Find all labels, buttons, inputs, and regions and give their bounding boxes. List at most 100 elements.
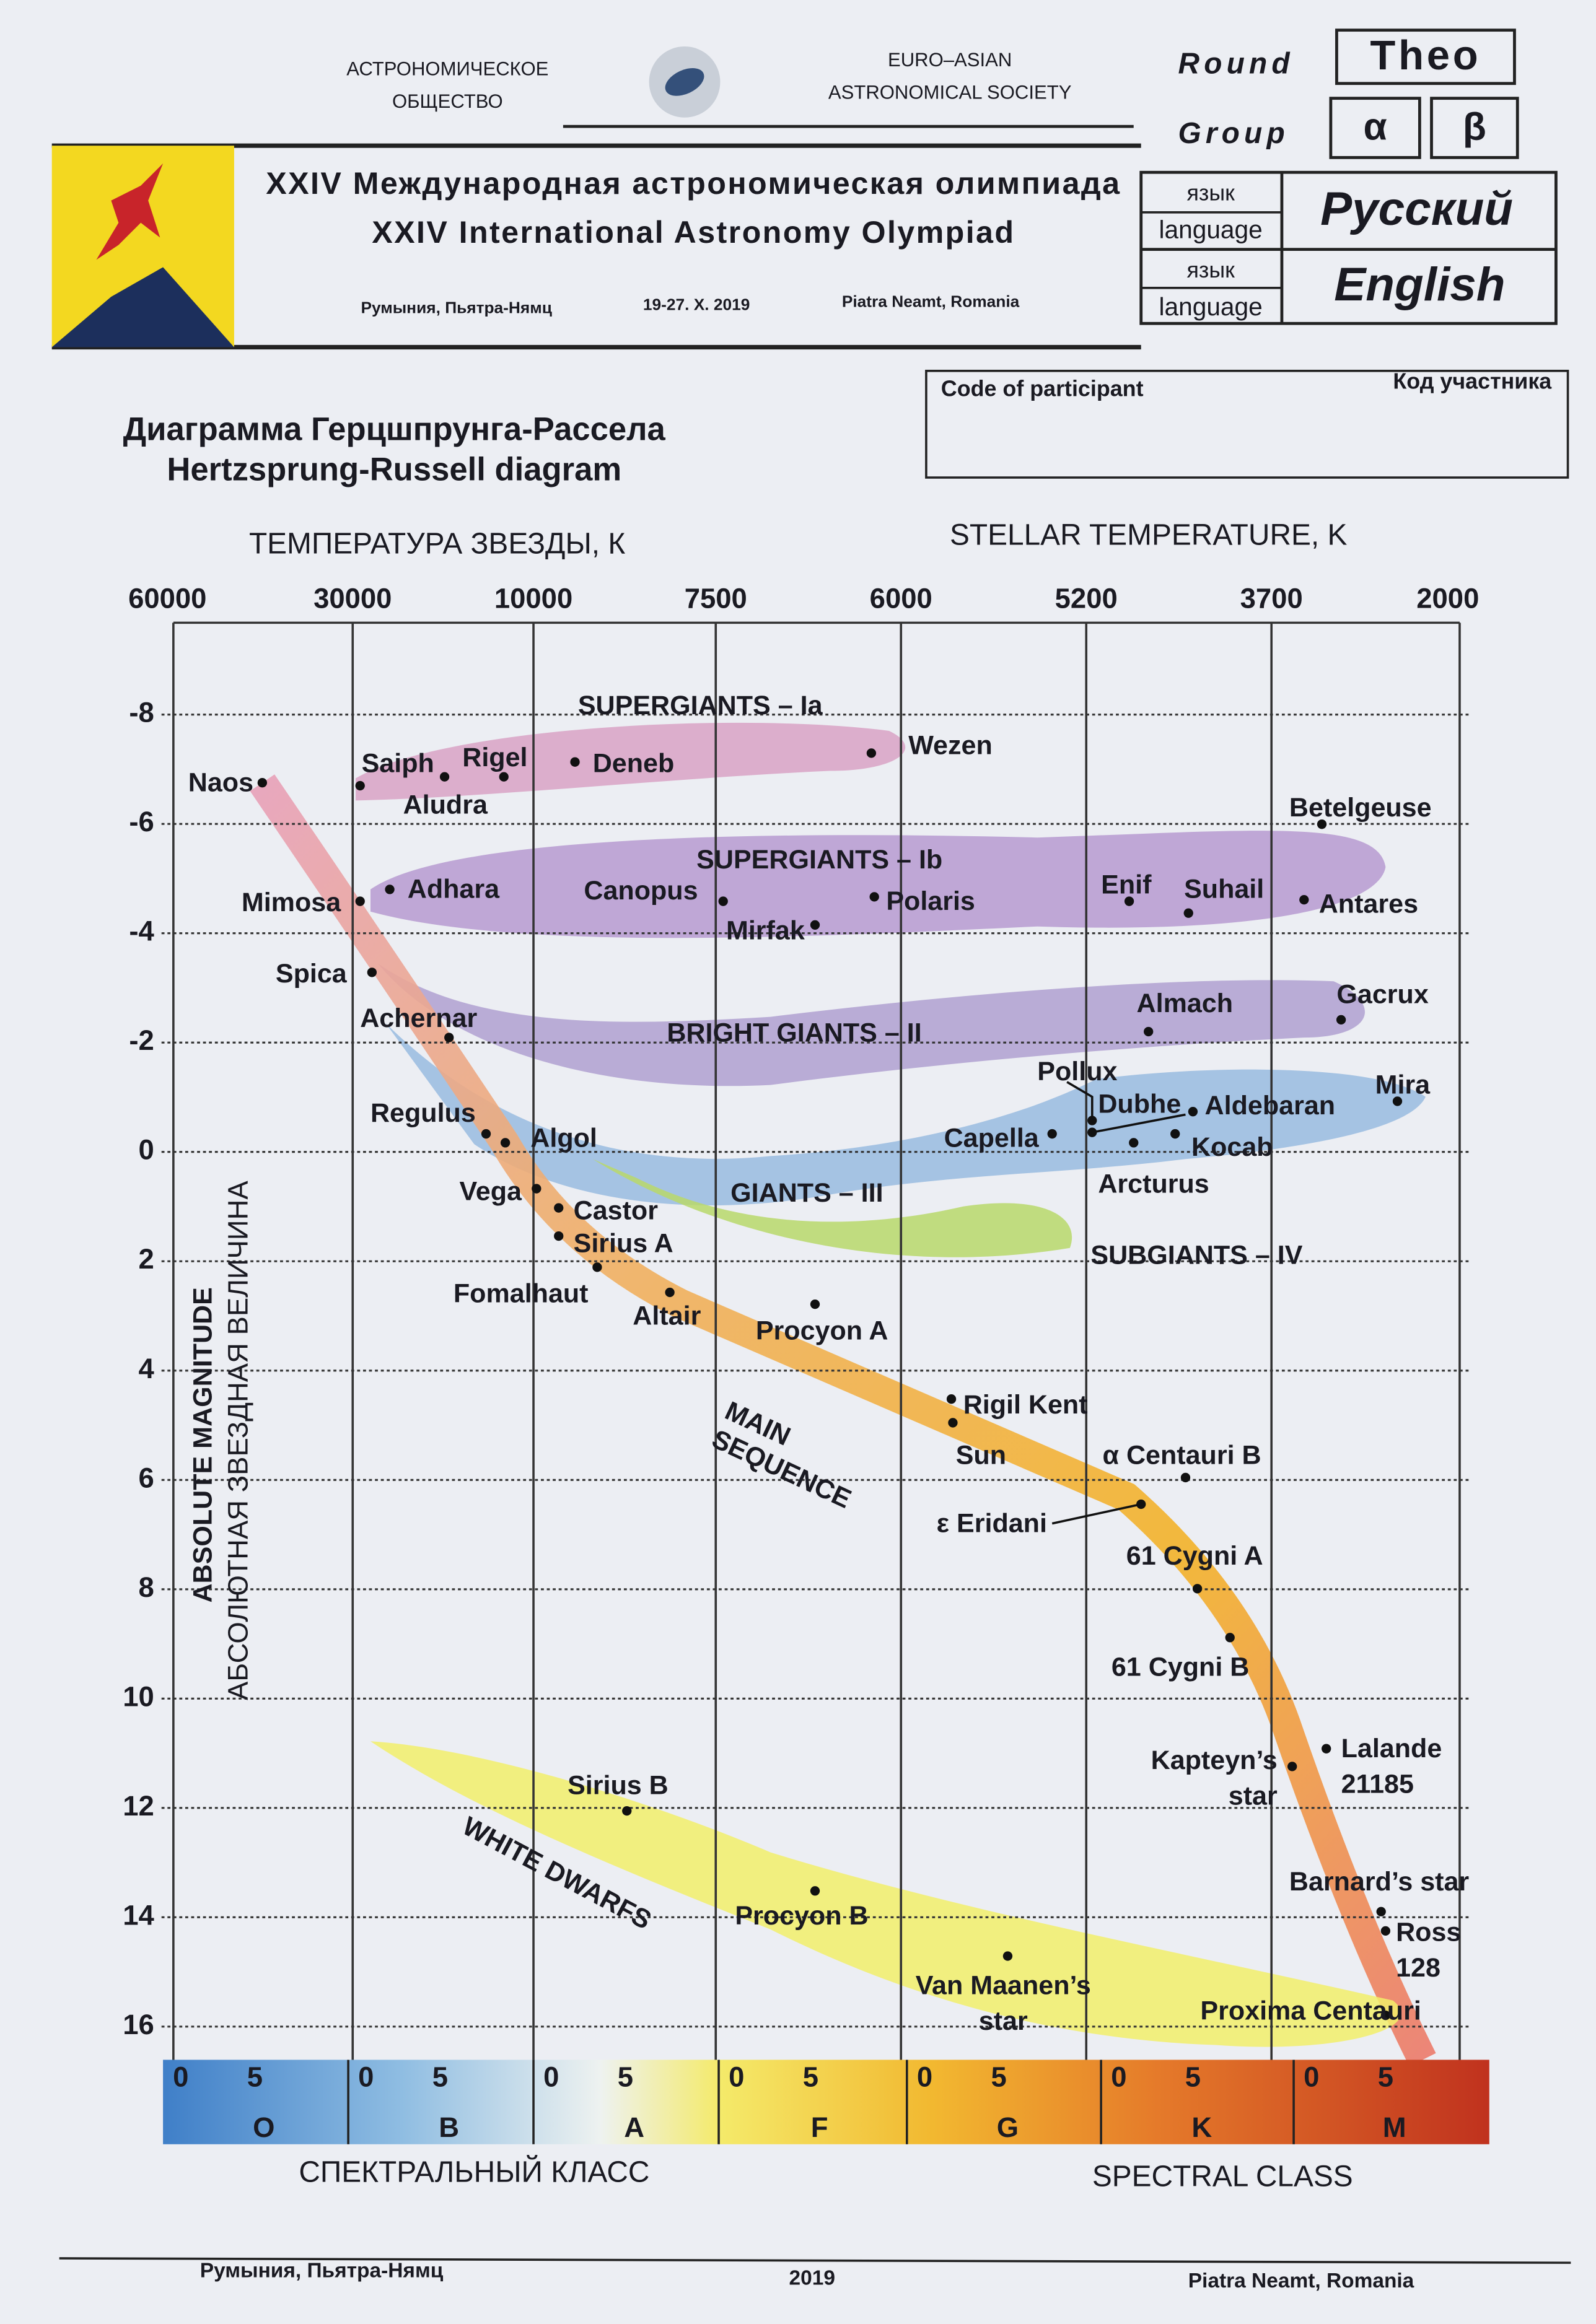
spectral-subclass: 5	[991, 2061, 1006, 2093]
star-dot	[257, 778, 268, 788]
star-dot	[554, 1231, 564, 1241]
star-label: Barnard’s star	[1289, 1867, 1470, 1897]
temperature-label: 5200	[1055, 582, 1118, 614]
axis-title: СПЕКТРАЛЬНЫЙ КЛАСС	[299, 2154, 649, 2188]
star-label: Achernar	[360, 1003, 477, 1033]
star-dot	[554, 1203, 564, 1213]
language-label: language	[1159, 292, 1262, 321]
temperature-label: 2000	[1416, 582, 1479, 614]
star-label: Procyon B	[735, 1901, 868, 1931]
star-label: Adhara	[408, 875, 500, 904]
star-dot	[1380, 1926, 1391, 1936]
spectral-subclass: 0	[917, 2061, 932, 2093]
star-label: Van Maanen’s	[916, 1971, 1091, 2001]
star-label: Enif	[1101, 870, 1152, 899]
regions	[250, 722, 1436, 2067]
dates: 19-27. X. 2019	[643, 295, 750, 313]
star-dot	[1188, 1107, 1198, 1117]
magnitude-label: 8	[138, 1571, 154, 1603]
society-en: EURO–ASIAN	[888, 49, 1012, 71]
spectral-class: B	[439, 2112, 459, 2143]
star-label: 61 Cygni B	[1112, 1652, 1249, 1682]
star-dot	[1322, 1744, 1331, 1754]
magnitude-label: -2	[129, 1024, 154, 1056]
society-en: ASTRONOMICAL SOCIETY	[828, 82, 1072, 103]
pointer	[1066, 1081, 1094, 1121]
place-en: Piatra Neamt, Romania	[842, 292, 1020, 311]
star-label: ε Eridani	[937, 1508, 1047, 1538]
star-dot	[1392, 1096, 1403, 1106]
star-label: Gacrux	[1336, 979, 1428, 1009]
footer-year: 2019	[789, 2266, 835, 2289]
group-value: α	[1364, 105, 1387, 148]
region-label: GIANTS – III	[730, 1178, 883, 1208]
language-value: Русский	[1320, 183, 1513, 235]
star-dot	[1192, 1584, 1203, 1594]
star-label: Capella	[944, 1123, 1040, 1153]
title-en: XXIV International Astronomy Olympiad	[372, 215, 1015, 250]
band-giants-green	[592, 1159, 1072, 1257]
logo-mountain	[51, 267, 234, 347]
band-bright-giants	[377, 963, 1365, 1086]
star-dot	[1317, 819, 1327, 829]
language-label: language	[1159, 216, 1262, 244]
star-dot	[1170, 1129, 1180, 1139]
star-label: Procyon A	[756, 1316, 888, 1345]
spectral-subclass: 5	[432, 2061, 448, 2093]
star-dot	[1087, 1127, 1097, 1137]
star-dot	[1376, 1907, 1386, 1916]
star-label: Arcturus	[1098, 1169, 1209, 1199]
region-label: SUBGIANTS – IV	[1090, 1240, 1302, 1270]
star-dot	[1180, 1472, 1191, 1483]
star-label: 61 Cygni A	[1126, 1541, 1263, 1571]
star-label: α Centauri B	[1103, 1440, 1261, 1470]
star-dot	[869, 892, 879, 902]
star-label: Algol	[530, 1123, 597, 1153]
star-label: Naos	[188, 767, 253, 797]
language-label: язык	[1186, 181, 1235, 206]
star-label: Polaris	[886, 886, 975, 916]
spectral-subclass: 0	[358, 2061, 374, 2093]
round-label: Round	[1178, 48, 1294, 81]
grid: 60000 30000 10000 7500 6000 5200 3700 2000-8-6-…	[123, 582, 1489, 2144]
region-label: SUPERGIANTS – Ib	[696, 845, 942, 875]
axis-title: ТЕМПЕРАТУРА ЗВЕЗДЫ, К	[249, 528, 625, 561]
star-dot	[500, 1138, 511, 1148]
star-label: Aludra	[403, 790, 488, 819]
star-label: Sirius B	[568, 1771, 669, 1801]
star-dot	[1225, 1633, 1235, 1643]
star-dot	[718, 896, 728, 906]
star-dot	[355, 896, 365, 906]
magnitude-label: 2	[138, 1243, 154, 1275]
star-dot	[946, 1394, 957, 1404]
star-label: 21185	[1341, 1769, 1414, 1799]
footer-place-ru: Румыния, Пьятра-Нямц	[200, 2259, 444, 2282]
temperature-label: 30000	[314, 582, 392, 614]
place-ru: Румыния, Пьятра-Нямц	[361, 298, 551, 317]
spectral-class: O	[253, 2112, 274, 2143]
star-label: star	[1229, 1781, 1278, 1811]
star-label: Sun	[956, 1440, 1006, 1470]
star-label: Ross	[1396, 1918, 1461, 1947]
axis-title: АБСОЛЮТНАЯ ЗВЕЗДНАЯ ВЕЛИЧИНА	[222, 1181, 253, 1700]
star-dot	[1380, 2011, 1391, 2020]
spectral-subclass: 0	[1111, 2061, 1126, 2093]
star-label: Deneb	[593, 748, 675, 778]
axis-title: ABSOLUTE MAGNITUDE	[188, 1287, 217, 1602]
temperature-label: 60000	[128, 582, 206, 614]
star-label: Aldebaran	[1205, 1091, 1336, 1120]
magnitude-label: -6	[129, 806, 154, 837]
round-box	[1335, 28, 1516, 85]
magnitude-label: -4	[129, 915, 154, 947]
spectral-class: F	[811, 2112, 828, 2143]
group-box	[1430, 97, 1519, 159]
star-label: star	[979, 2006, 1028, 2036]
star-label: Rigel	[462, 743, 527, 772]
temperature-label: 7500	[685, 582, 747, 614]
star-label: Rigil Kent	[963, 1390, 1088, 1420]
band-supergiants-ib	[370, 831, 1386, 938]
footer-place-en: Piatra Neamt, Romania	[1188, 2269, 1414, 2292]
star-dot	[444, 1033, 454, 1042]
language-label: язык	[1186, 258, 1235, 282]
star-label: Kapteyn’s	[1151, 1745, 1278, 1775]
